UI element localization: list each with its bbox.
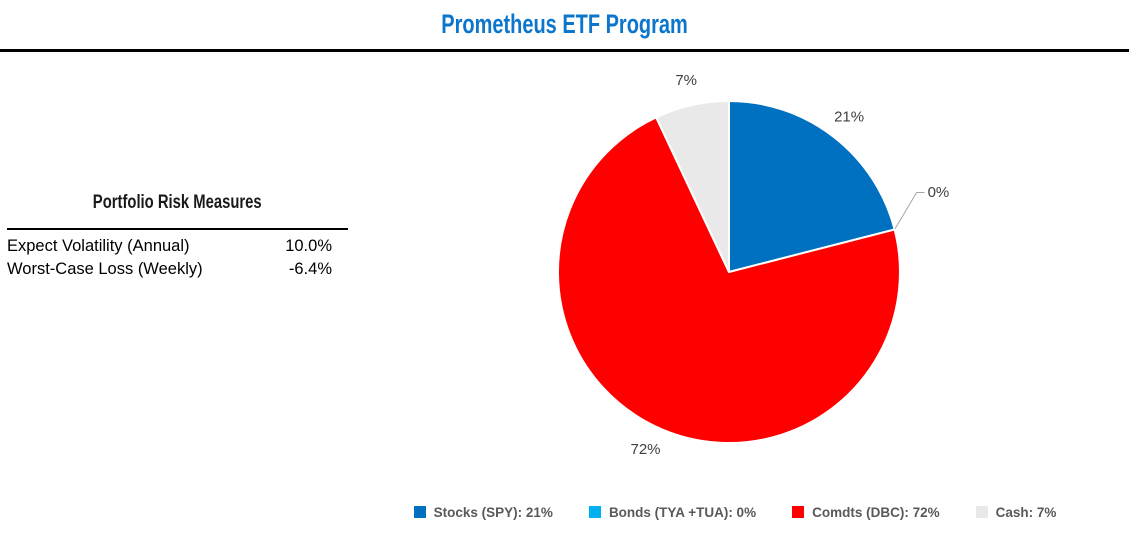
risk-table-title-text: Portfolio Risk Measures (93, 192, 262, 213)
legend-label: Comdts (DBC): 72% (812, 504, 940, 520)
pie-leader-line (894, 192, 925, 230)
risk-row-label: Expect Volatility (Annual) (7, 237, 190, 255)
pie-data-label: 7% (675, 72, 697, 89)
legend-item-stocks: Stocks (SPY): 21% (413, 504, 553, 520)
title-divider (0, 49, 1129, 52)
legend-marker-comdts (792, 506, 805, 518)
legend-item-cash: Cash: 7% (975, 504, 1057, 520)
portfolio-risk-table: Portfolio Risk Measures Expect Volatilit… (7, 192, 348, 281)
pie-slice-2 (556, 116, 901, 444)
risk-row-value: 10.0% (285, 237, 332, 255)
pie-data-label: 0% (928, 184, 950, 201)
risk-row-value: -6.4% (288, 260, 332, 278)
risk-row-label: Worst-Case Loss (Weekly) (7, 260, 203, 278)
legend-marker-stocks (413, 506, 426, 518)
legend-item-bonds: Bonds (TYA +TUA): 0% (588, 504, 757, 520)
pie-chart-svg: 21% 0% 72% 7% (556, 72, 950, 458)
legend-label: Stocks (SPY): 21% (433, 504, 553, 520)
risk-table-divider (7, 228, 348, 230)
pie-data-label: 72% (630, 441, 660, 458)
pie-slice-0 (728, 100, 896, 273)
legend-label: Cash: 7% (995, 504, 1057, 520)
legend-label: Bonds (TYA +TUA): 0% (608, 504, 757, 520)
risk-table-rows: Expect Volatility (Annual) 10.0% Worst-C… (7, 235, 348, 281)
risk-table-title: Portfolio Risk Measures (7, 192, 348, 219)
pie-slice-3 (655, 100, 730, 273)
page-title-text: Prometheus ETF Program (441, 9, 688, 39)
pie-data-label: 21% (834, 109, 864, 126)
legend-marker-bonds (588, 506, 601, 518)
page-title: Prometheus ETF Program (0, 9, 1129, 40)
table-row: Expect Volatility (Annual) 10.0% (7, 235, 348, 258)
legend-marker-cash (975, 506, 988, 518)
legend-item-comdts: Comdts (DBC): 72% (792, 505, 940, 520)
table-row: Worst-Case Loss (Weekly) -6.4% (7, 258, 348, 281)
pie-chart-legend: Stocks (SPY): 21% Bonds (TYA +TUA): 0% C… (413, 500, 1056, 524)
